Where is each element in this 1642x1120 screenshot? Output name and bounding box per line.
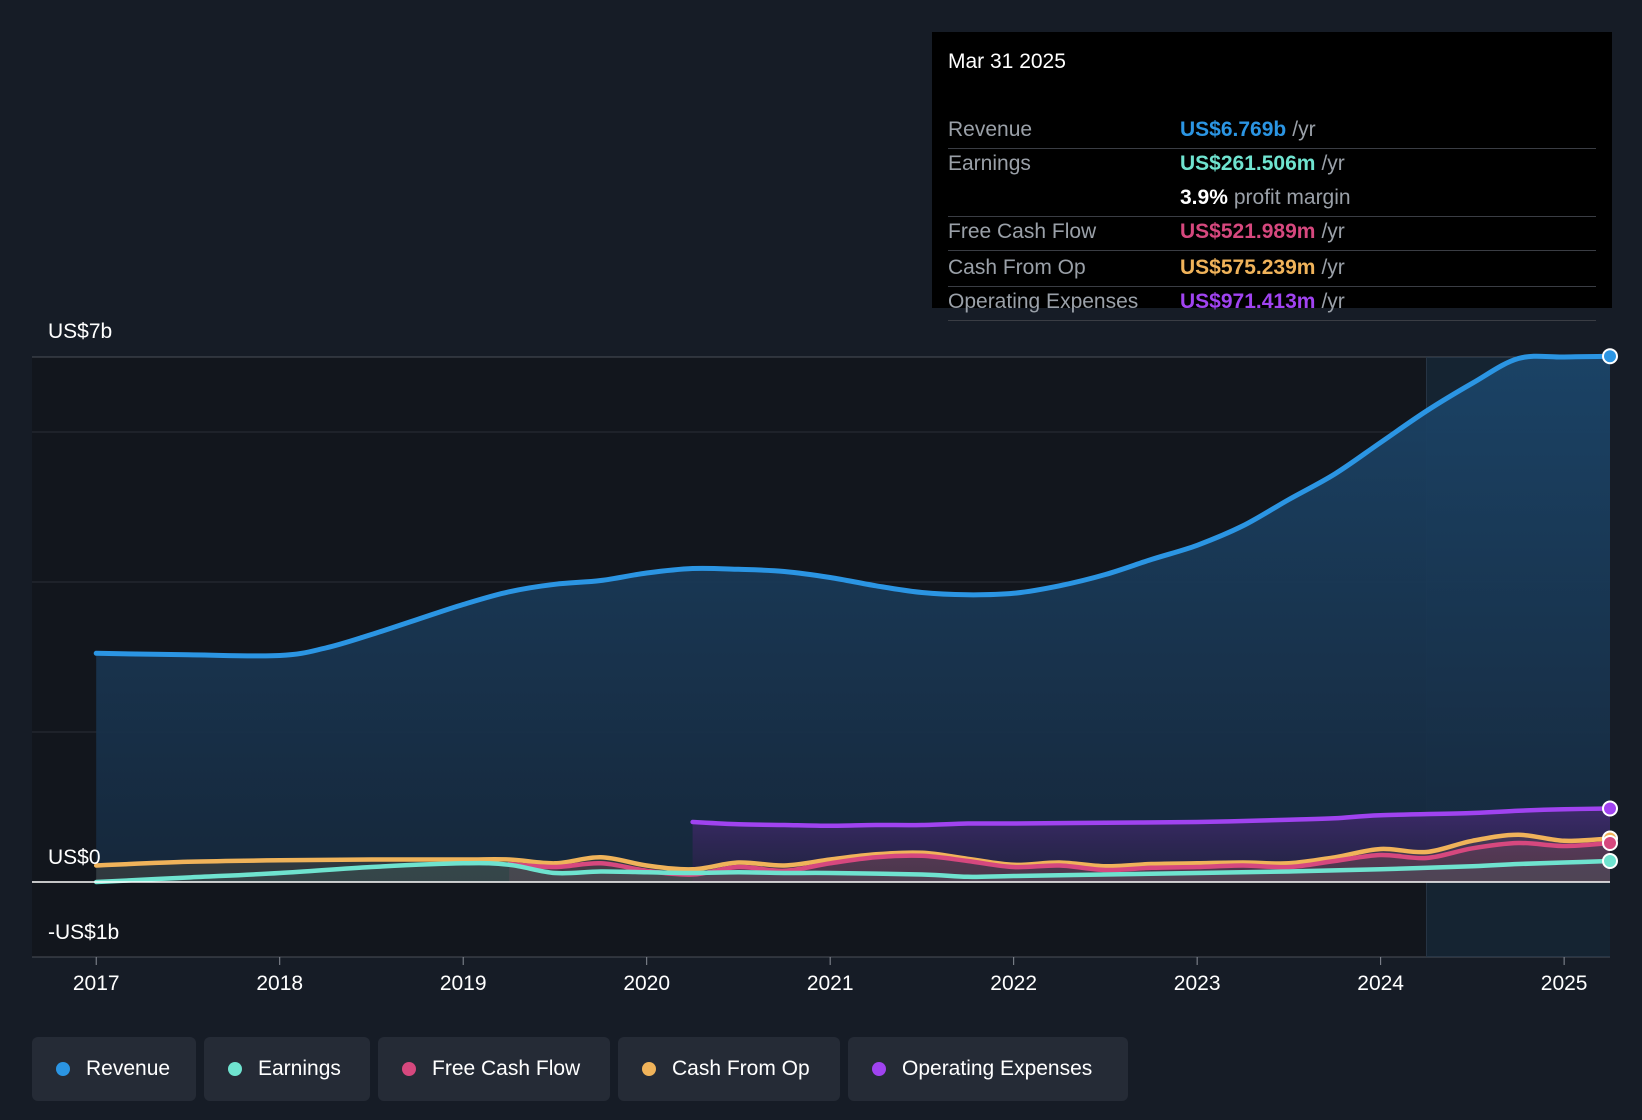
tooltip-row-unit: /yr [1321, 152, 1345, 175]
legend-item-free-cash-flow[interactable]: Free Cash Flow [378, 1037, 610, 1101]
legend-label: Operating Expenses [902, 1057, 1093, 1080]
x-tick-label: 2019 [440, 972, 487, 995]
revenue-line [93, 353, 1613, 659]
operating-expenses-end-marker [1602, 800, 1618, 817]
y-tick-label: US$7b [48, 320, 113, 343]
free-cash-flow-end-marker [1602, 835, 1618, 851]
legend-dot-icon [872, 1062, 886, 1076]
tooltip-row-unit: profit margin [1233, 186, 1351, 209]
tooltip-row: 3.9% profit margin [948, 182, 1596, 217]
x-tick-label: 2018 [256, 972, 303, 995]
tooltip-row: Cash From Op US$575.239m/yr [948, 252, 1596, 287]
x-tick-label: 2025 [1541, 972, 1588, 995]
x-tick-label: 2021 [807, 972, 854, 995]
tooltip-row-value: 3.9% profit margin [1180, 186, 1351, 209]
tooltip-row-value: US$521.989m/yr [1180, 220, 1345, 243]
earnings-end-marker [1602, 853, 1618, 869]
tooltip-row-label: Operating Expenses [948, 290, 1139, 313]
x-tick-label: 2024 [1357, 972, 1404, 995]
x-tick-label: 2022 [990, 972, 1037, 995]
cash-from-op-line [93, 832, 1613, 872]
tooltip-date: Mar 31 2025 [948, 50, 1066, 73]
x-tick-label: 2017 [73, 972, 120, 995]
revenue-area [96, 356, 1611, 882]
tooltip-row-unit: /yr [1292, 118, 1316, 141]
tooltip-row-value: US$971.413m/yr [1180, 290, 1345, 313]
tooltip-row-label: Cash From Op [948, 256, 1086, 279]
tooltip-row-value: US$6.769b/yr [1180, 118, 1316, 141]
tooltip-row: Revenue US$6.769b/yr [948, 114, 1596, 149]
y-tick-label: US$0 [48, 846, 101, 869]
legend-label: Free Cash Flow [432, 1057, 581, 1080]
tooltip-row-unit: /yr [1321, 256, 1345, 279]
legend-item-revenue[interactable]: Revenue [32, 1037, 196, 1101]
operating-expenses-line [690, 806, 1613, 829]
tooltip-row: Operating Expenses US$971.413m/yr [948, 286, 1596, 321]
tooltip-row-unit: /yr [1321, 290, 1345, 313]
tooltip-row-label: Free Cash Flow [948, 220, 1097, 243]
x-tick-label: 2023 [1174, 972, 1221, 995]
tooltip-row-value: US$575.239m/yr [1180, 256, 1345, 279]
x-tick-label: 2020 [623, 972, 670, 995]
legend-item-earnings[interactable]: Earnings [204, 1037, 370, 1101]
legend-item-operating-expenses[interactable]: Operating Expenses [848, 1037, 1128, 1101]
legend-item-cash-from-op[interactable]: Cash From Op [618, 1037, 840, 1101]
tooltip-row-label: Revenue [948, 118, 1033, 141]
y-tick-label: -US$1b [48, 921, 120, 944]
legend-label: Revenue [86, 1057, 171, 1080]
tooltip-row-unit: /yr [1321, 220, 1345, 243]
earnings-area [96, 861, 1611, 882]
tooltip-row-value: US$261.506m/yr [1180, 152, 1345, 175]
tooltip-row-label: Earnings [948, 152, 1031, 175]
revenue-end-marker [1602, 348, 1618, 365]
tooltip-row: Earnings US$261.506m/yr [948, 148, 1596, 182]
legend-label: Earnings [258, 1057, 341, 1080]
tooltip-panel: Mar 31 2025 Revenue US$6.769b/yr Earnings U… [932, 32, 1612, 321]
legend-dot-icon [642, 1062, 656, 1076]
legend-dot-icon [402, 1062, 416, 1076]
legend-dot-icon [56, 1062, 70, 1076]
tooltip-row: Free Cash Flow US$521.989m/yr [948, 216, 1596, 251]
legend-dot-icon [228, 1062, 242, 1076]
legend-label: Cash From Op [672, 1057, 810, 1080]
earnings-line [93, 858, 1613, 885]
